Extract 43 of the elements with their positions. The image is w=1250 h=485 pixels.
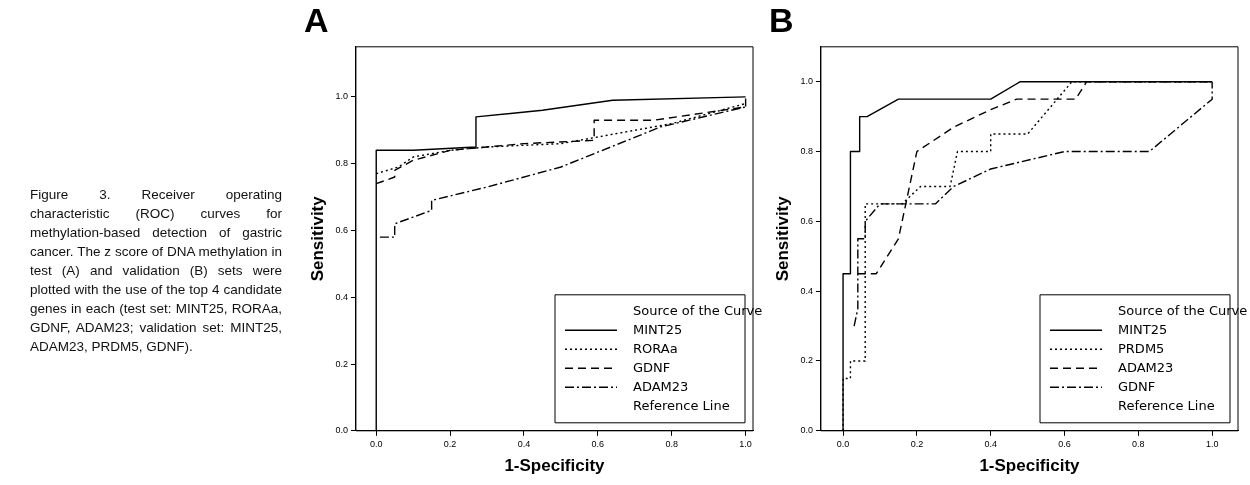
y-tick-label: 1.0	[335, 91, 348, 102]
y-tick-label: 1.0	[800, 76, 813, 87]
annotation: Reference Line	[1118, 397, 1215, 413]
y-tick-label: 0.0	[335, 425, 348, 436]
legend-title: Source of the Curve	[633, 302, 763, 318]
x-axis-title: 1-Specificity	[979, 456, 1081, 476]
x-tick-label: 0.6	[591, 438, 605, 449]
y-tick-label: 0.2	[800, 355, 813, 366]
x-tick-label: 0.0	[369, 438, 383, 449]
x-tick-label: 0.2	[910, 438, 924, 449]
x-axis-title: 1-Specificity	[504, 456, 606, 476]
annotation: Reference Line	[633, 397, 730, 413]
x-tick-label: 0.8	[665, 438, 678, 449]
x-tick-label: 0.6	[1058, 438, 1071, 449]
y-tick-label: 0.6	[335, 224, 348, 235]
x-tick-label: 0.2	[443, 438, 457, 449]
y-tick-label: 0.4	[800, 285, 813, 296]
x-tick-label: 0.4	[984, 438, 997, 449]
y-tick-label: 0.6	[800, 215, 813, 226]
y-tick-label: 0.4	[335, 291, 348, 302]
y-axis-title: Sensitivity	[772, 195, 792, 282]
text: Figure 3. Receiver operating characteristic (ROC) curves for methylation-based detection of gastric cancer. The z score of DNA methylation in test (A) and validation (B) sets were plotted with the use of the top 4 candidate genes in each (test set: MINT25, RORAa, GDNF, ADAM23; validation set: MINT25, ADAM23, PRDM5, GDNF).	[30, 187, 282, 354]
legend-label: ADAM23	[1118, 359, 1174, 375]
y-tick-label: 0.8	[800, 146, 813, 157]
y-tick-label: 0.2	[335, 358, 348, 369]
x-tick-label: 1.0	[739, 438, 752, 449]
x-tick-label: 0.0	[836, 438, 850, 449]
legend-label: ADAM23	[633, 378, 689, 394]
y-tick-label: 0.8	[335, 158, 348, 169]
x-tick-label: 0.8	[1132, 438, 1145, 449]
chart-title: B	[769, 0, 794, 39]
legend-title: Source of the Curve	[1118, 302, 1248, 318]
legend-label: RORAa	[633, 340, 678, 356]
x-tick-label: 0.4	[517, 438, 531, 449]
y-tick-label: 0.0	[800, 425, 813, 436]
y-axis-title: Sensitivity	[307, 195, 327, 282]
legend-label: GDNF	[1118, 378, 1156, 394]
legend-label: MINT25	[1118, 321, 1168, 337]
x-tick-label: 1.0	[1205, 438, 1219, 449]
legend-label: PRDM5	[1118, 340, 1165, 356]
legend-label: GDNF	[633, 359, 671, 375]
chart-title: A	[304, 0, 329, 39]
legend-label: MINT25	[633, 321, 683, 337]
